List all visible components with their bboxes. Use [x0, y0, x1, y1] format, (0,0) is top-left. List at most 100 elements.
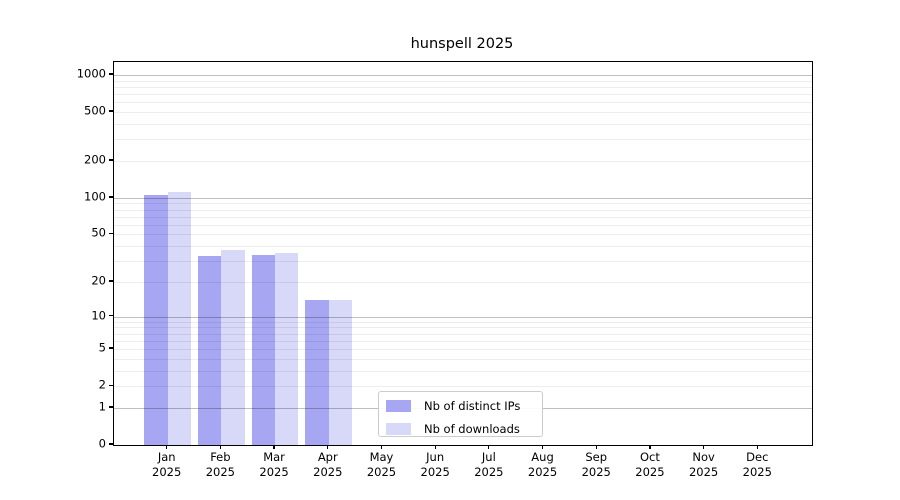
x-tick-year: 2025 — [688, 465, 719, 479]
bar-downloads-jan — [167, 191, 191, 445]
x-tick-mark — [327, 445, 329, 449]
y-tick-label: 500 — [84, 103, 106, 118]
gridline-minor — [114, 161, 812, 163]
gridline-minor — [114, 124, 812, 126]
x-tick-mark — [488, 445, 490, 449]
gridline-minor — [114, 386, 812, 388]
gridline-minor — [114, 112, 812, 114]
x-tick-label-mar: Mar 2025 — [242, 450, 306, 480]
gridline-minor — [114, 203, 812, 205]
gridline-minor — [114, 261, 812, 263]
gridline-minor — [114, 321, 812, 323]
x-tick-month: Nov — [692, 450, 715, 464]
y-tick-label: 10 — [91, 308, 106, 323]
x-tick-month: Mar — [263, 450, 285, 464]
y-tick-mark — [109, 73, 113, 75]
y-tick-mark — [109, 159, 113, 161]
bar-downloads-mar — [275, 253, 299, 445]
gridline-minor — [114, 246, 812, 248]
bar-downloads-apr — [328, 300, 353, 445]
x-tick-mark — [273, 445, 275, 449]
x-tick-month: May — [369, 450, 394, 464]
gridline-minor — [114, 333, 812, 335]
gridline-minor — [114, 370, 812, 372]
x-tick-month: Sep — [585, 450, 608, 464]
y-tick-mark — [109, 443, 113, 445]
x-tick-label-jun: Jun 2025 — [403, 450, 467, 480]
x-tick-label-nov: Nov 2025 — [672, 450, 736, 480]
gridline-minor — [114, 94, 812, 96]
y-tick-mark — [109, 406, 113, 408]
x-tick-year: 2025 — [581, 465, 611, 479]
gridline-major — [114, 316, 812, 318]
y-tick-label: 1000 — [76, 66, 106, 81]
x-tick-year: 2025 — [313, 465, 343, 479]
gridline-minor — [114, 209, 812, 211]
gridline-minor — [114, 80, 812, 82]
x-tick-mark — [649, 445, 651, 449]
gridline-major — [114, 75, 812, 77]
x-tick-mark — [595, 445, 597, 449]
x-tick-year: 2025 — [205, 465, 236, 479]
bar-distinct-ips-mar — [251, 254, 276, 445]
x-tick-month: Oct — [639, 450, 660, 464]
y-tick-mark — [109, 110, 113, 112]
y-tick-mark — [109, 314, 113, 317]
bar-downloads-feb — [221, 250, 245, 445]
x-tick-mark — [756, 445, 758, 449]
y-tick-label: 1 — [98, 399, 106, 414]
y-tick-label: 100 — [84, 189, 106, 204]
y-tick-label: 5 — [98, 340, 106, 355]
gridline-minor — [114, 139, 812, 141]
bar-distinct-ips-jan — [144, 194, 168, 445]
y-tick-label: 20 — [91, 273, 106, 288]
legend-swatch — [386, 422, 411, 435]
gridline-minor — [114, 281, 812, 283]
x-tick-mark — [219, 445, 222, 449]
x-tick-label-feb: Feb 2025 — [188, 450, 252, 480]
x-tick-mark — [434, 445, 436, 449]
x-tick-year: 2025 — [152, 465, 182, 479]
x-tick-year: 2025 — [527, 465, 558, 479]
x-tick-month: Jan — [157, 450, 176, 464]
x-tick-label-aug: Aug 2025 — [511, 450, 575, 480]
x-tick-label-apr: Apr 2025 — [296, 450, 360, 480]
gridline-minor — [114, 224, 812, 226]
gridline-minor — [114, 340, 812, 342]
x-tick-month: Apr — [317, 450, 338, 464]
gridline-minor — [114, 102, 812, 104]
gridline-minor — [114, 327, 812, 329]
x-tick-year: 2025 — [742, 465, 772, 479]
x-tick-month: Jun — [426, 450, 445, 464]
gridline-minor — [114, 358, 812, 360]
x-tick-label-dec: Dec 2025 — [725, 450, 789, 480]
bar-distinct-ips-feb — [198, 256, 222, 445]
bar-distinct-ips-apr — [305, 300, 329, 445]
x-tick-year: 2025 — [366, 465, 397, 479]
x-tick-month: Jul — [481, 450, 496, 464]
gridline-minor — [114, 216, 812, 218]
x-tick-label-jan: Jan 2025 — [135, 450, 199, 480]
x-tick-mark — [380, 445, 383, 449]
y-tick-label: 0 — [98, 436, 106, 451]
x-tick-label-sep: Sep 2025 — [564, 450, 628, 480]
x-tick-label-may: May 2025 — [349, 450, 413, 480]
gridline-minor — [114, 86, 812, 88]
x-tick-mark — [541, 445, 544, 449]
x-tick-month: Feb — [210, 450, 231, 464]
y-tick-mark — [109, 384, 113, 386]
legend-label: Nb of distinct IPs — [424, 398, 521, 413]
y-tick-mark — [109, 347, 113, 349]
x-tick-month: Dec — [746, 450, 769, 464]
legend: Nb of distinct IPs Nb of downloads — [378, 391, 543, 437]
y-tick-label: 200 — [84, 152, 106, 167]
legend-item-downloads: Nb of downloads — [386, 420, 542, 437]
y-tick-mark — [109, 232, 113, 235]
x-tick-year: 2025 — [420, 465, 450, 479]
gridline-major — [114, 197, 812, 199]
x-tick-label-jul: Jul 2025 — [457, 450, 521, 480]
gridline-minor — [114, 234, 812, 236]
x-tick-mark — [166, 445, 168, 449]
x-tick-year: 2025 — [635, 465, 665, 479]
